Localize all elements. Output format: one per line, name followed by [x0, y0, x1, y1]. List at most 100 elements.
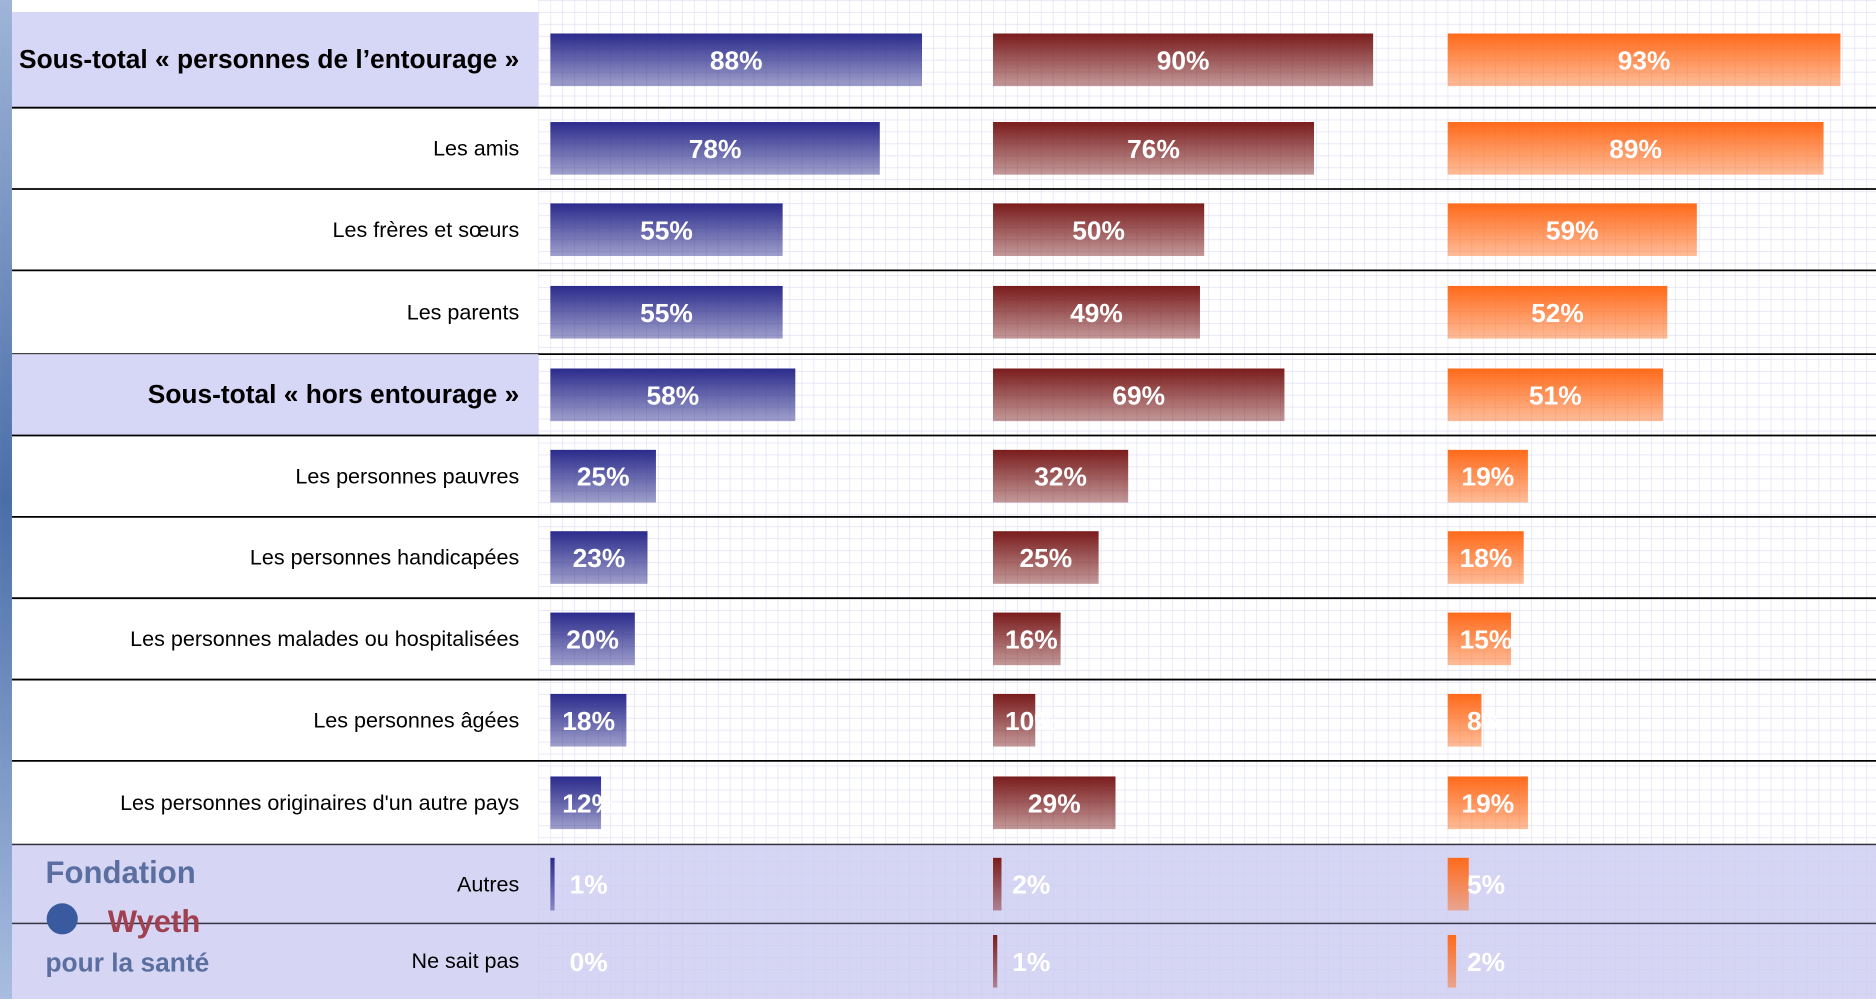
- label-box: Ne sait pas: [411, 949, 520, 974]
- subtotal-band: [11, 11, 539, 108]
- value-label: 29%: [1028, 788, 1081, 818]
- category-label: Les amis: [433, 136, 520, 161]
- logo-text: Wyeth: [108, 904, 201, 939]
- category-label: Ne sait pas: [411, 949, 520, 974]
- bar: [550, 531, 648, 584]
- bar: [550, 203, 783, 257]
- label-box: Les personnes originaires d'un autre pay…: [120, 790, 520, 815]
- value-label: 10%: [1005, 706, 1058, 736]
- value-label: 32%: [1034, 462, 1087, 492]
- bar: [993, 776, 1116, 830]
- value-label: 51%: [1529, 380, 1582, 410]
- bar: [1447, 203, 1697, 257]
- bar: [550, 285, 783, 339]
- value-label: 50%: [1072, 215, 1125, 245]
- label-box: Les personnes malades ou hospitalisées: [130, 626, 520, 651]
- bar: [550, 368, 796, 422]
- value-label: 58%: [647, 380, 700, 410]
- value-label: 69%: [1112, 380, 1165, 410]
- category-label: Les frères et sœurs: [332, 217, 520, 242]
- bar: [550, 33, 923, 87]
- value-label: 2%: [1012, 870, 1050, 900]
- value-label: 5%: [1467, 870, 1505, 900]
- label-box: Les amis: [433, 136, 520, 161]
- value-label: 49%: [1070, 298, 1123, 328]
- logo-text: Fondation: [45, 855, 195, 890]
- label-box: Les frères et sœurs: [332, 217, 520, 242]
- value-label: 93%: [1618, 45, 1671, 75]
- label-box: Les personnes handicapées: [249, 545, 520, 570]
- bar: [993, 203, 1205, 257]
- bar: [1447, 285, 1668, 339]
- category-label: Sous-total « personnes de l’entourage »: [19, 44, 520, 75]
- value-label: 0%: [570, 947, 608, 977]
- value-label: 19%: [1461, 788, 1514, 818]
- category-label: Les personnes handicapées: [249, 545, 520, 570]
- logo-text: pour la santé: [45, 947, 209, 977]
- value-label: 23%: [573, 543, 626, 573]
- label-box: Les parents: [406, 300, 520, 325]
- label-box: Autres: [457, 871, 520, 896]
- bar: [1447, 934, 1457, 988]
- bar: [550, 122, 880, 175]
- value-label: 16%: [1005, 624, 1058, 654]
- value-label: 19%: [1461, 462, 1514, 492]
- bar: [993, 612, 1061, 666]
- other-band: [11, 923, 1876, 999]
- value-label: 59%: [1546, 215, 1599, 245]
- value-label: 18%: [1460, 543, 1513, 573]
- value-label: 52%: [1531, 298, 1584, 328]
- category-label: Les parents: [406, 300, 520, 325]
- category-label: Les personnes malades ou hospitalisées: [130, 626, 520, 651]
- logo: Fondation Wyeth pour la santé: [45, 855, 209, 978]
- category-label: Sous-total « hors entourage »: [147, 379, 520, 410]
- bar: [993, 857, 1002, 911]
- bar: [550, 612, 635, 666]
- value-label: 12%: [562, 788, 615, 818]
- value-label: 15%: [1460, 624, 1513, 654]
- value-label: 20%: [566, 624, 619, 654]
- bar: [1447, 33, 1841, 87]
- value-label: 90%: [1157, 45, 1210, 75]
- value-label: 88%: [710, 45, 763, 75]
- value-label: 55%: [640, 215, 693, 245]
- bar: [1447, 857, 1469, 911]
- category-label: Les personnes originaires d'un autre pay…: [120, 790, 520, 815]
- label-box: Les personnes âgées: [313, 708, 520, 733]
- subtotal-band: [11, 354, 539, 436]
- bar: [1447, 531, 1524, 584]
- bar: [550, 693, 627, 747]
- category-label: Les personnes pauvres: [295, 464, 520, 488]
- other-band: [11, 844, 1876, 924]
- bar: [550, 776, 602, 830]
- label-box: Sous-total « hors entourage »: [147, 379, 520, 410]
- label-box: Sous-total « personnes de l’entourage »: [19, 44, 520, 75]
- logo-icon: [46, 903, 78, 935]
- value-label: 89%: [1609, 134, 1662, 164]
- value-label: 1%: [570, 870, 608, 900]
- value-label: 18%: [562, 706, 615, 736]
- bar: [1447, 449, 1528, 503]
- left-edge: [0, 0, 12, 999]
- category-label: Les personnes âgées: [313, 708, 520, 733]
- bar: [1447, 776, 1528, 830]
- bar: [1447, 122, 1824, 175]
- bar: [550, 857, 555, 911]
- bar: [993, 122, 1315, 175]
- bar: [993, 934, 998, 988]
- bar: [1447, 693, 1482, 747]
- value-label: 25%: [1019, 543, 1072, 573]
- value-label: 2%: [1467, 947, 1505, 977]
- value-label: 1%: [1012, 947, 1050, 977]
- value-label: 78%: [689, 134, 742, 164]
- bar: [993, 285, 1200, 339]
- bar: [993, 368, 1285, 422]
- category-label: Autres: [457, 871, 520, 896]
- bar: [1447, 612, 1512, 666]
- value-label: 8%: [1467, 706, 1505, 736]
- label-box: Les personnes pauvres: [295, 464, 520, 488]
- bar: [1447, 368, 1664, 422]
- value-label: 25%: [577, 462, 630, 492]
- bar: [993, 693, 1036, 747]
